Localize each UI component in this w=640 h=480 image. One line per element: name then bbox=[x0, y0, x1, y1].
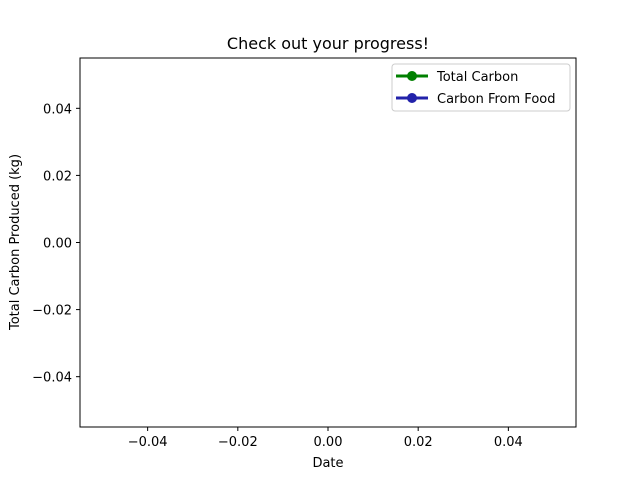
y-tick-label: 0.04 bbox=[43, 102, 72, 117]
x-tick-label: 0.04 bbox=[494, 435, 523, 450]
legend-label-total-carbon: Total Carbon bbox=[436, 70, 518, 85]
x-tick-label: −0.02 bbox=[218, 435, 258, 450]
x-tick-label: −0.04 bbox=[128, 435, 168, 450]
x-tick-label: 0.02 bbox=[404, 435, 433, 450]
plot-area bbox=[79, 57, 577, 428]
chart-title: Check out your progress! bbox=[227, 34, 429, 53]
y-axis-label: Total Carbon Produced (kg) bbox=[8, 154, 23, 331]
x-axis: −0.04 −0.02 0.00 0.02 0.04 bbox=[128, 427, 523, 450]
legend-marker-carbon-from-food bbox=[407, 93, 417, 103]
legend: Total Carbon Carbon From Food bbox=[391, 63, 571, 112]
y-axis: −0.04 −0.02 0.00 0.02 0.04 bbox=[32, 102, 80, 386]
legend-marker-total-carbon bbox=[407, 71, 417, 81]
y-tick-label: 0.02 bbox=[43, 169, 72, 184]
x-axis-label: Date bbox=[312, 456, 343, 471]
x-tick-label: 0.00 bbox=[314, 435, 343, 450]
y-tick-label: −0.04 bbox=[32, 371, 72, 386]
y-tick-label: −0.02 bbox=[32, 304, 72, 319]
legend-label-carbon-from-food: Carbon From Food bbox=[437, 92, 555, 107]
legend-box bbox=[391, 63, 571, 112]
y-tick-label: 0.00 bbox=[43, 237, 72, 252]
